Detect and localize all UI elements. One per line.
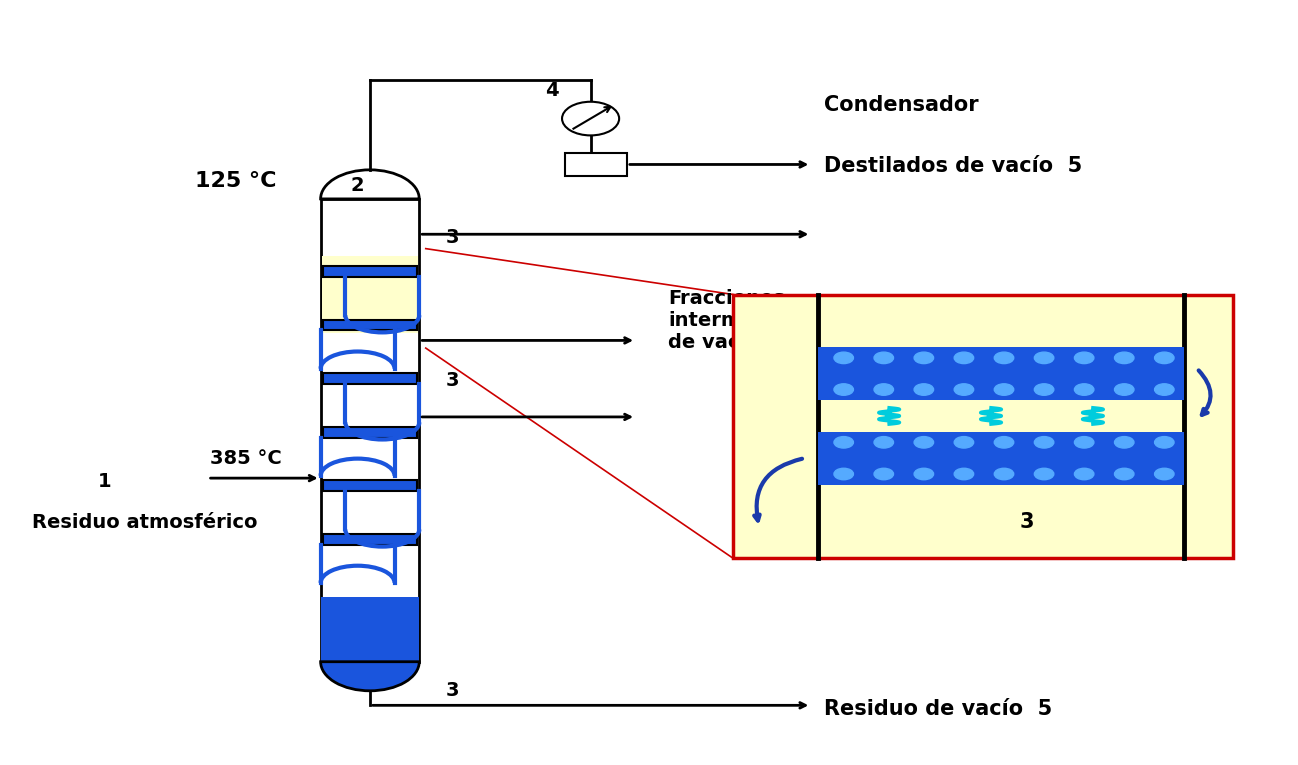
Circle shape	[1075, 437, 1094, 448]
Bar	[321, 199, 419, 662]
Circle shape	[1075, 352, 1094, 363]
Circle shape	[874, 437, 893, 448]
Circle shape	[874, 468, 893, 480]
Circle shape	[914, 352, 933, 363]
Circle shape	[1155, 468, 1173, 480]
Wedge shape	[321, 170, 419, 199]
Circle shape	[1115, 468, 1134, 480]
Text: 385 °C: 385 °C	[210, 449, 282, 468]
Circle shape	[1035, 384, 1054, 396]
Text: 3: 3	[445, 229, 458, 247]
Bar	[733, 295, 1233, 558]
Circle shape	[1115, 437, 1134, 448]
Circle shape	[1155, 437, 1173, 448]
Text: Fracciones
intermedios
de vacío  5: Fracciones intermedios de vacío 5	[668, 289, 801, 352]
Circle shape	[833, 468, 854, 480]
Circle shape	[1115, 384, 1134, 396]
Text: 3: 3	[445, 371, 458, 390]
Circle shape	[994, 437, 1014, 448]
Bar	[323, 373, 417, 384]
Wedge shape	[321, 662, 419, 691]
Text: 4: 4	[545, 80, 558, 99]
Circle shape	[874, 384, 893, 396]
Bar	[323, 320, 417, 330]
Circle shape	[994, 384, 1014, 396]
Circle shape	[562, 102, 619, 135]
Circle shape	[994, 468, 1014, 480]
Circle shape	[954, 352, 974, 363]
Bar	[323, 266, 417, 277]
Bar	[321, 597, 419, 662]
Bar	[323, 534, 417, 545]
Circle shape	[914, 384, 933, 396]
Circle shape	[1035, 352, 1054, 363]
Circle shape	[954, 468, 974, 480]
Circle shape	[1155, 384, 1173, 396]
Text: Residuo atmosférico: Residuo atmosférico	[32, 513, 258, 532]
Circle shape	[1035, 437, 1054, 448]
Circle shape	[1035, 468, 1054, 480]
Bar	[818, 347, 1184, 400]
Circle shape	[954, 437, 974, 448]
Circle shape	[1115, 352, 1134, 363]
Circle shape	[874, 352, 893, 363]
Circle shape	[1075, 384, 1094, 396]
Text: Destilados de vacío  5: Destilados de vacío 5	[824, 156, 1083, 176]
Circle shape	[1075, 468, 1094, 480]
Circle shape	[833, 437, 854, 448]
Circle shape	[954, 384, 974, 396]
Bar	[323, 480, 417, 491]
Circle shape	[1155, 352, 1173, 363]
Text: 3: 3	[445, 681, 458, 700]
Text: 2: 2	[350, 176, 363, 195]
Text: 125 °C: 125 °C	[195, 171, 276, 191]
Circle shape	[833, 384, 854, 396]
Text: Residuo de vacío  5: Residuo de vacío 5	[824, 699, 1053, 719]
Circle shape	[914, 437, 933, 448]
Circle shape	[994, 352, 1014, 363]
Bar	[565, 153, 627, 176]
Text: Condensador: Condensador	[824, 95, 979, 115]
Bar	[818, 431, 1184, 484]
Text: 1: 1	[97, 472, 110, 491]
Text: 3: 3	[1019, 512, 1035, 532]
Circle shape	[914, 468, 933, 480]
Bar	[323, 427, 417, 438]
Bar	[322, 256, 418, 333]
Circle shape	[833, 352, 854, 363]
